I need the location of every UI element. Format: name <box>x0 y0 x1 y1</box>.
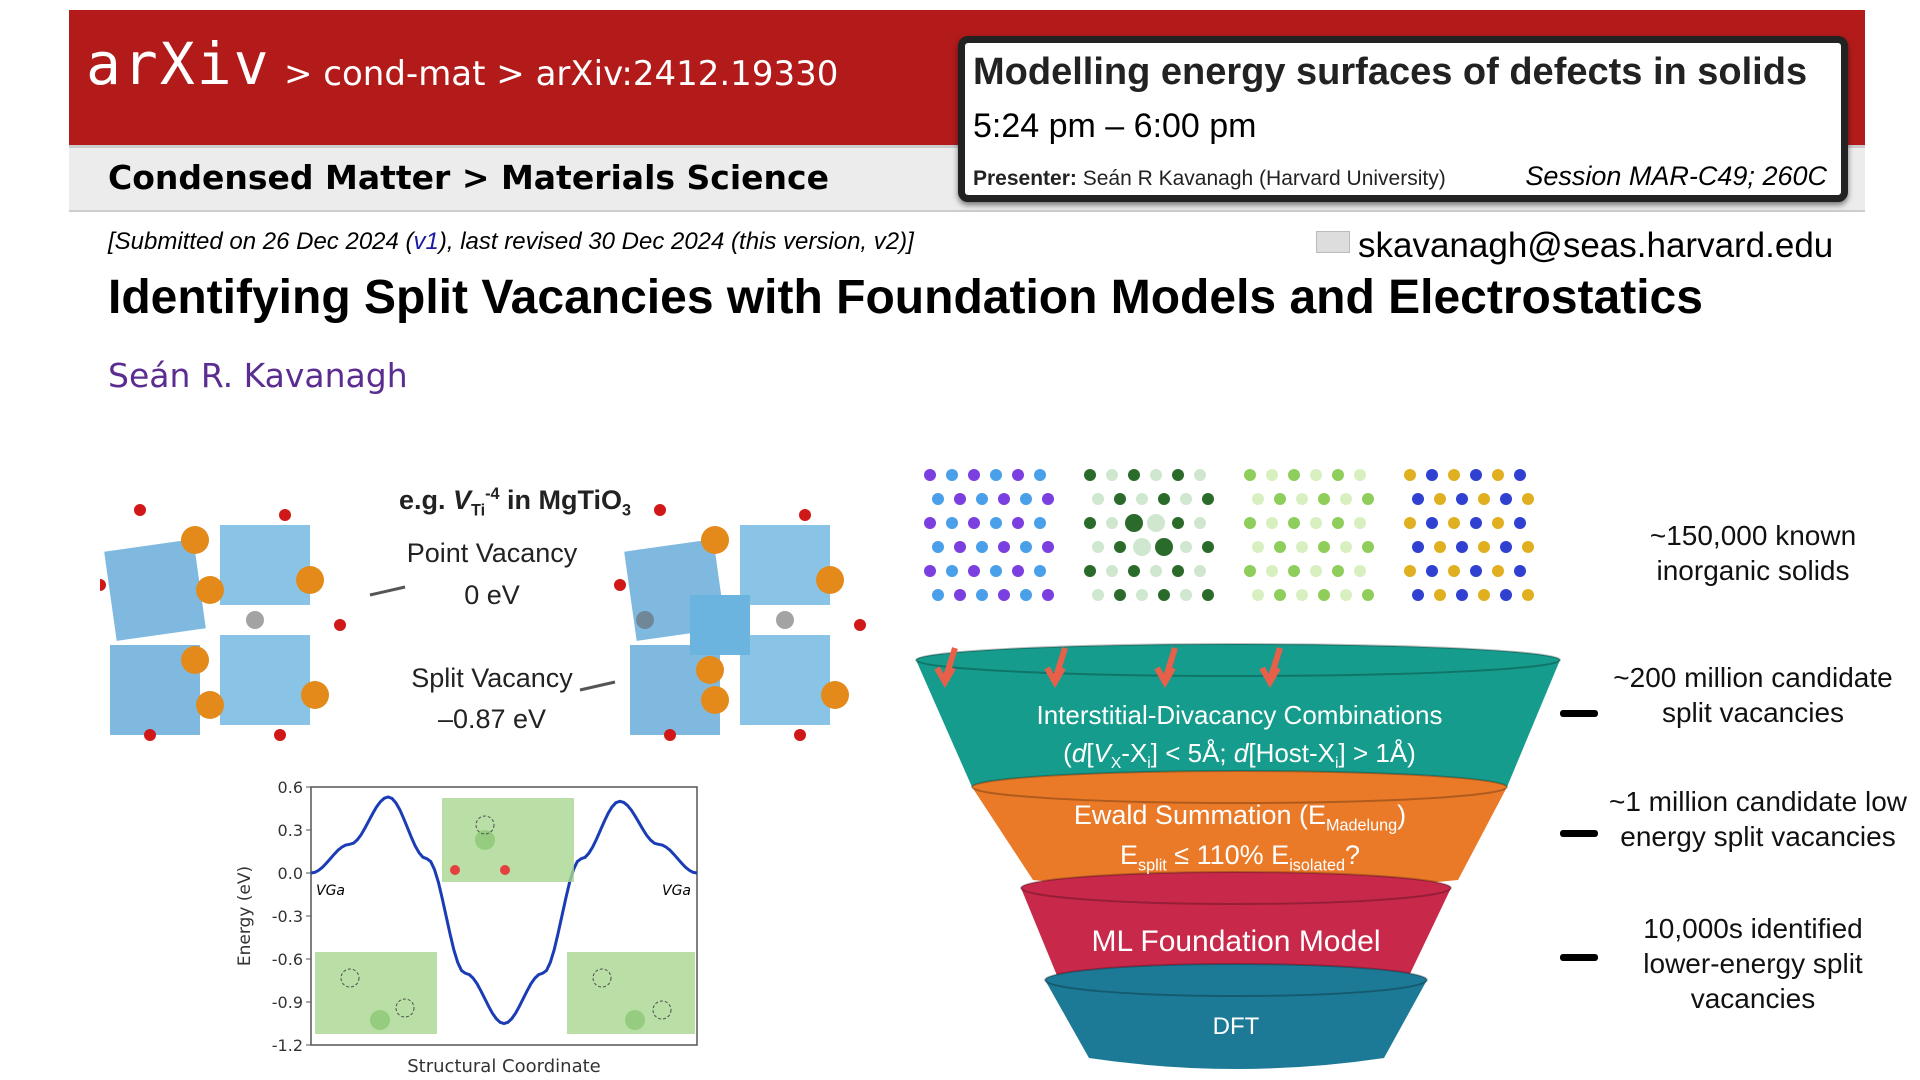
dash-marker <box>1560 830 1598 837</box>
talk-time: 5:24 pm – 6:00 pm <box>973 107 1257 145</box>
y-axis-label: Energy (eV) <box>235 866 255 966</box>
vacancy-structures <box>100 504 866 741</box>
flow-arrow <box>1154 647 1178 689</box>
category-heading: Condensed Matter > Materials Science <box>108 158 829 197</box>
flow-arrow <box>934 647 958 689</box>
y-tick-label: -0.6 <box>272 950 303 969</box>
inset-structure-right <box>567 952 695 1034</box>
count-candidates: ~200 million candidate split vacancies <box>1613 662 1893 728</box>
flow-arrow <box>1044 647 1068 689</box>
energy-chart: 0.6 0.3 0.0 -0.3 -0.6 -0.9 -1.2 Energy (eV) St… <box>235 778 698 1077</box>
y-tick-label: -1.2 <box>272 1036 303 1055</box>
x-axis-label: Structural Coordinate <box>407 1056 600 1077</box>
email: skavanagh@seas.harvard.edu <box>1316 226 1833 266</box>
talk-title: Modelling energy surfaces of defects in … <box>973 51 1808 93</box>
funnel-layer <box>1044 963 1428 1069</box>
annotation-vga-left: VGa <box>316 883 345 899</box>
inset-structure-top <box>442 798 574 882</box>
session: Session MAR-C49; 260C <box>1525 161 1827 191</box>
y-tick-label: 0.6 <box>278 778 303 797</box>
presenter-label: Presenter: <box>973 167 1077 190</box>
split-vacancy-label: Split Vacancy <box>411 663 573 693</box>
point-vacancy-energy: 0 eV <box>464 580 520 610</box>
crystal-thumbnail <box>1404 469 1534 601</box>
funnel-layer <box>971 770 1508 891</box>
count-known-solids: ~150,000 known inorganic solids <box>1649 520 1857 586</box>
paper-title: Identifying Split Vacancies with Foundat… <box>108 271 1703 324</box>
dash-marker <box>1560 710 1598 717</box>
crystal-thumbnail <box>1084 469 1214 601</box>
inset-structure-left <box>315 952 437 1034</box>
presenter-name: Seán R Kavanagh (Harvard University) <box>1082 167 1446 190</box>
annotation-vga-right: VGa <box>662 883 691 899</box>
y-tick-label: -0.9 <box>272 993 303 1012</box>
crystal-thumbnail <box>924 469 1054 601</box>
email-address[interactable]: skavanagh@seas.harvard.edu <box>1358 226 1834 265</box>
breadcrumb[interactable]: > cond-mat > arXiv:2412.19330 <box>284 54 839 94</box>
author-link[interactable]: Seán R. Kavanagh <box>108 356 408 395</box>
y-tick-label: 0.0 <box>278 864 303 883</box>
arxiv-logo[interactable]: arXiv <box>86 30 271 98</box>
example-label: e.g. VTi-4 in MgTiO3 <box>398 485 632 520</box>
count-low-energy: ~1 million candidate low energy split va… <box>1608 786 1908 852</box>
y-tick-label: 0.3 <box>278 821 303 840</box>
dash-marker <box>1560 954 1598 961</box>
energy-curve <box>310 795 698 1026</box>
presenter: Presenter: Seán R Kavanagh (Harvard Univ… <box>973 167 1446 191</box>
submission-info: [Submitted on 26 Dec 2024 (v1), last rev… <box>108 228 914 256</box>
v1-link[interactable]: v1 <box>413 228 439 255</box>
revised-text: ), last revised 30 Dec 2024 (this versio… <box>438 228 914 255</box>
envelope-icon <box>1316 231 1350 253</box>
point-vacancy-structure <box>100 504 346 741</box>
flow-arrow <box>1259 647 1283 689</box>
funnel-layer <box>1020 871 1452 989</box>
talk-info-box: Modelling energy surfaces of defects in … <box>958 36 1848 202</box>
y-tick-label: -0.3 <box>272 907 303 926</box>
funnel-layer <box>915 643 1561 798</box>
count-identified: 10,000s identified lower-energy split va… <box>1643 913 1863 1014</box>
split-vacancy-energy: –0.87 eV <box>437 704 547 734</box>
point-vacancy-label: Point Vacancy <box>406 538 578 568</box>
crystal-thumbnail <box>1244 469 1374 601</box>
crystal-thumbnails <box>924 469 1534 601</box>
split-vacancy-structure <box>614 504 866 741</box>
funnel <box>915 643 1561 1069</box>
submitted-text: [Submitted on 26 Dec 2024 ( <box>108 228 414 255</box>
